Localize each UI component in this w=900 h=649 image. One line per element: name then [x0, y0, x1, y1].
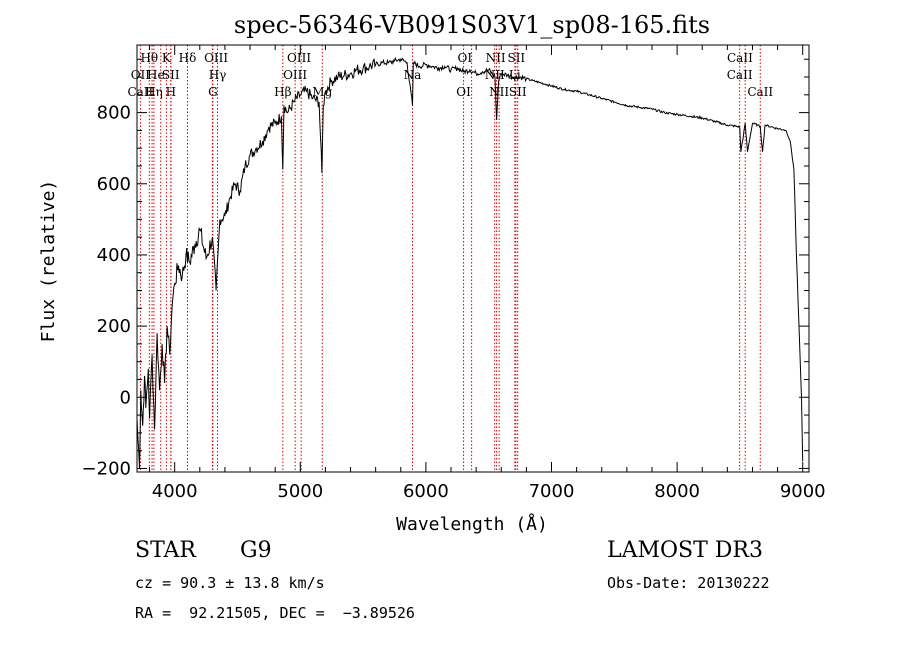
plot-frame: [136, 44, 810, 473]
spectral-line-label: SII: [162, 68, 180, 82]
chart-title: spec-56346-VB091S03V1_sp08-165.fits: [234, 11, 710, 39]
coordinates: RA = 92.21505, DEC = −3.89526: [135, 604, 415, 622]
spectral-line-label: CaII: [747, 85, 773, 99]
spectral-line-label: NII: [489, 85, 509, 99]
star-class: STAR: [135, 538, 196, 563]
x-tick-label: 7000: [529, 481, 575, 502]
spectral-line-label: OI: [458, 51, 473, 65]
y-tick-label: 600: [97, 174, 131, 195]
spectral-line-label: OI: [456, 85, 471, 99]
y-tick-label: 400: [97, 245, 131, 266]
spectral-line-label: CaII: [727, 68, 753, 82]
redshift-value: cz = 90.3 ± 13.8 km/s: [135, 574, 325, 592]
spectral-line-label: K: [162, 51, 172, 65]
spectral-line-label: Li: [509, 68, 521, 82]
spectral-line-label: CaII: [727, 51, 753, 65]
spectral-line-label: Hθ: [140, 51, 158, 65]
y-tick-label: 800: [97, 103, 131, 124]
spectral-line-label: G: [208, 85, 218, 99]
spectral-line-label: OII: [131, 68, 151, 82]
spectral-line-label: SII: [507, 51, 525, 65]
spectral-line-label: Hδ: [179, 51, 197, 65]
spectral-line-label: Hη: [145, 85, 163, 99]
spectral-line-label: Hγ: [209, 68, 227, 82]
y-tick-label: −200: [82, 458, 131, 479]
spectral-line-label: Hβ: [274, 85, 291, 99]
star-subclass: G9: [240, 538, 272, 563]
spectral-line-label: H: [166, 85, 176, 99]
observation-date: Obs-Date: 20130222: [607, 574, 770, 592]
x-tick-label: 5000: [277, 481, 323, 502]
spectral-line-label: CaII: [127, 85, 153, 99]
spectral-line-label: OIII: [283, 68, 307, 82]
flux-series-line: [137, 56, 804, 469]
spectral-line-label: He: [147, 68, 165, 82]
survey-name: LAMOST DR3: [607, 538, 763, 563]
y-tick-label: 0: [120, 387, 131, 408]
spectral-line-label: OIII: [287, 51, 311, 65]
spectral-line-label: NII: [486, 51, 506, 65]
x-tick-label: 6000: [403, 481, 449, 502]
x-tick-label: 4000: [152, 481, 198, 502]
y-axis-label: Flux (relative): [38, 180, 59, 343]
spectral-line-label: OIII: [204, 51, 228, 65]
x-axis-label: Wavelength (Å): [396, 513, 548, 535]
spectral-line-label: Na: [404, 68, 422, 82]
x-tick-label: 8000: [654, 481, 700, 502]
x-tick-label: 9000: [780, 481, 826, 502]
spectral-line-label: SII: [509, 85, 527, 99]
y-tick-label: 200: [97, 316, 131, 337]
